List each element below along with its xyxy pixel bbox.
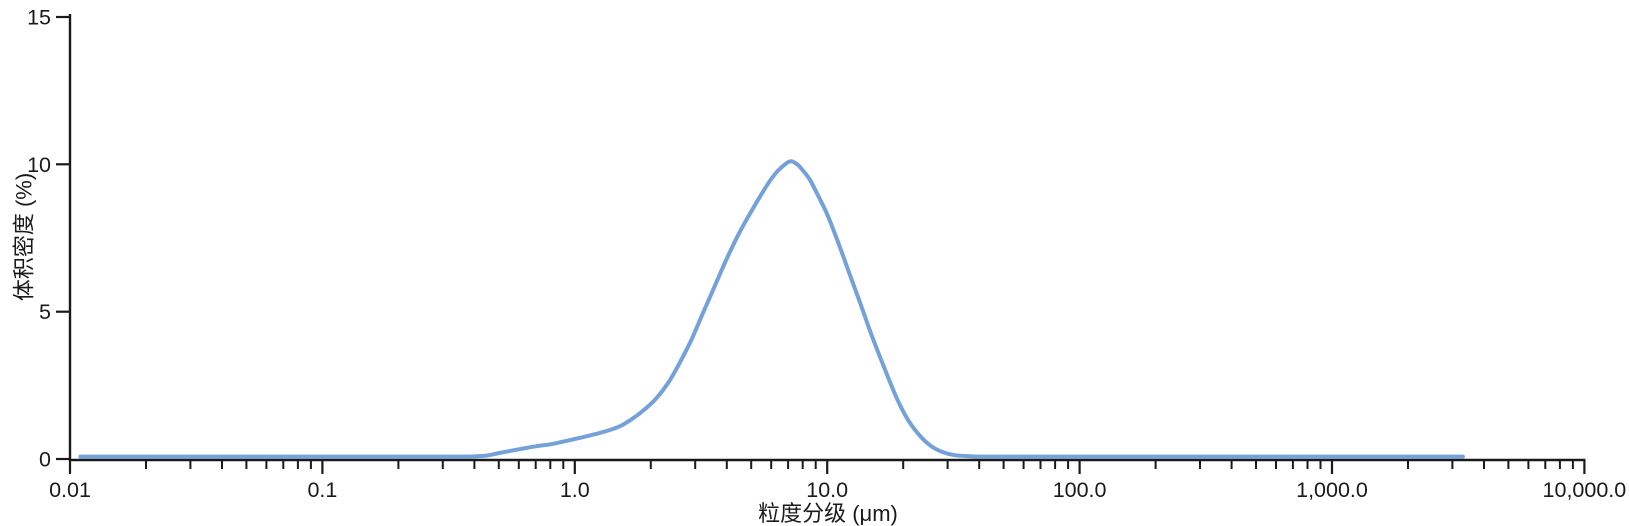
y-axis-tick-label: 10 <box>27 153 51 177</box>
x-axis-tick-label: 1.0 <box>560 478 590 502</box>
y-axis-tick-label: 0 <box>39 448 51 472</box>
x-axis-tick-label: 10.0 <box>806 478 848 502</box>
x-axis-tick-label: 0.1 <box>307 478 337 502</box>
y-axis-title: 体积密度 (%) <box>11 172 37 302</box>
x-axis-tick-label: 0.01 <box>49 478 91 502</box>
y-axis-tick-label: 15 <box>27 6 51 30</box>
x-axis-tick-label: 10,000.0 <box>1543 478 1627 502</box>
x-axis-tick-label: 100.0 <box>1053 478 1107 502</box>
volume-density-curve <box>78 159 1465 459</box>
y-axis-tick-label: 5 <box>39 300 51 324</box>
x-axis-title: 粒度分级 (μm) <box>758 501 898 526</box>
x-axis-tick-label: 1,000.0 <box>1296 478 1368 502</box>
